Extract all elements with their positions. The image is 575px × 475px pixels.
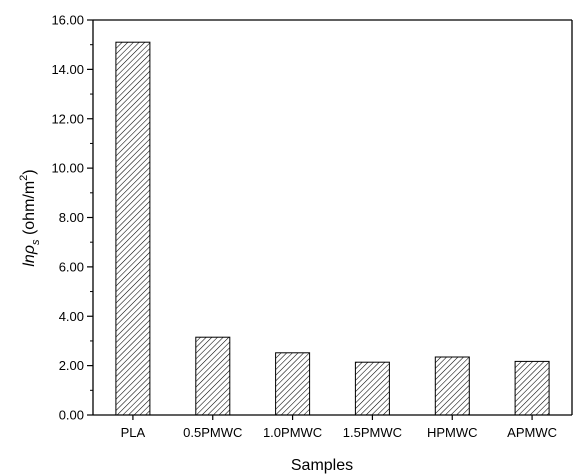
x-tick-label: PLA (121, 425, 146, 440)
y-axis-title: lnρs (ohm/m2) (18, 169, 42, 266)
x-tick-label: HPMWC (427, 425, 478, 440)
y-tick-label: 14.00 (51, 62, 84, 77)
x-tick-label: APMWC (507, 425, 557, 440)
y-tick-label: 12.00 (51, 111, 84, 126)
x-tick-label: 1.0PMWC (263, 425, 322, 440)
y-tick-label: 2.00 (59, 358, 84, 373)
y-tick-label: 16.00 (51, 13, 84, 28)
bars-group (115, 41, 550, 416)
bar-1-0pmwc (275, 352, 311, 416)
y-tick-labels: 0.00 2.00 4.00 6.00 8.00 10.00 12.00 14.00 16.00 (51, 13, 84, 423)
bar-pla (115, 41, 151, 416)
y-tick-label: 6.00 (59, 259, 84, 274)
y-tick-label: 0.00 (59, 408, 84, 423)
x-tick-label: 0.5PMWC (183, 425, 242, 440)
y-tick-label: 8.00 (59, 210, 84, 225)
y-tick-label: 10.00 (51, 161, 84, 176)
y-tick-label: 4.00 (59, 309, 84, 324)
x-axis-title: Samples (291, 457, 353, 474)
x-tick-label: 1.5PMWC (343, 425, 402, 440)
bar-1-5pmwc (354, 361, 390, 416)
bar-0-5pmwc (195, 336, 231, 416)
x-tick-labels: PLA 0.5PMWC 1.0PMWC 1.5PMWC HPMWC APMWC (121, 425, 557, 440)
bar-apmwc (514, 360, 550, 416)
bar-hpmwc (434, 356, 470, 416)
axes-group (87, 19, 573, 420)
